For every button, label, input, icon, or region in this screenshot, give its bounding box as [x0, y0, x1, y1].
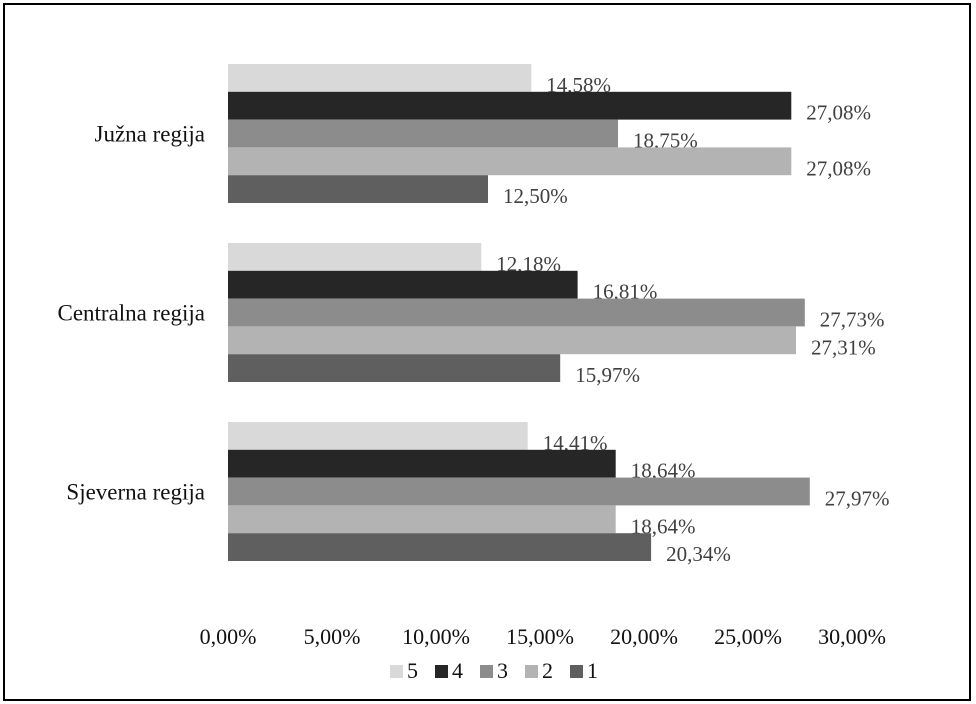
x-tick-label-5: 25,00% — [714, 624, 782, 649]
legend-swatch-2 — [525, 665, 538, 678]
data-label-0-series-4: 27,08% — [806, 101, 871, 125]
legend-swatch-3 — [480, 665, 493, 678]
bar-2-series-5 — [228, 422, 528, 450]
legend-swatch-1 — [570, 665, 583, 678]
legend-label-3: 3 — [497, 658, 508, 683]
bar-0-series-5 — [228, 64, 532, 92]
x-tick-label-3: 15,00% — [506, 624, 574, 649]
bar-2-series-1 — [228, 533, 652, 561]
bar-1-series-1 — [228, 354, 561, 382]
bar-0-series-3 — [228, 119, 618, 148]
bar-0-series-1 — [228, 175, 488, 203]
data-label-1-series-2: 27,31% — [811, 335, 876, 359]
x-tick-label-4: 20,00% — [610, 624, 678, 649]
legend-label-4: 4 — [452, 658, 463, 683]
data-label-2-series-3: 27,97% — [825, 487, 890, 511]
x-tick-label-6: 30,00% — [818, 624, 886, 649]
legend-label-1: 1 — [587, 658, 598, 683]
bar-0-series-4 — [228, 91, 792, 120]
x-tick-label-0: 0,00% — [200, 624, 257, 649]
category-label-2: Sjeverna regija — [66, 480, 205, 505]
data-label-1-series-3: 27,73% — [820, 308, 885, 332]
category-label-1: Centralna regija — [57, 301, 205, 326]
bar-0-series-2 — [228, 147, 792, 176]
bar-2-series-3 — [228, 477, 810, 506]
bar-1-series-2 — [228, 326, 796, 355]
bar-1-series-3 — [228, 298, 805, 327]
bar-2-series-4 — [228, 449, 616, 478]
legend-label-5: 5 — [407, 658, 418, 683]
bar-1-series-5 — [228, 243, 482, 271]
x-tick-label-2: 10,00% — [402, 624, 470, 649]
legend-swatch-5 — [390, 665, 403, 678]
bar-1-series-4 — [228, 270, 578, 299]
data-label-1-series-1: 15,97% — [575, 363, 640, 387]
legend-label-2: 2 — [542, 658, 553, 683]
data-label-0-series-2: 27,08% — [806, 156, 871, 180]
category-label-0: Južna regija — [95, 122, 205, 147]
data-label-2-series-1: 20,34% — [666, 542, 731, 566]
legend-swatch-4 — [435, 665, 448, 678]
data-label-0-series-1: 12,50% — [503, 184, 568, 208]
x-tick-label-1: 5,00% — [304, 624, 361, 649]
bar-2-series-2 — [228, 505, 616, 534]
